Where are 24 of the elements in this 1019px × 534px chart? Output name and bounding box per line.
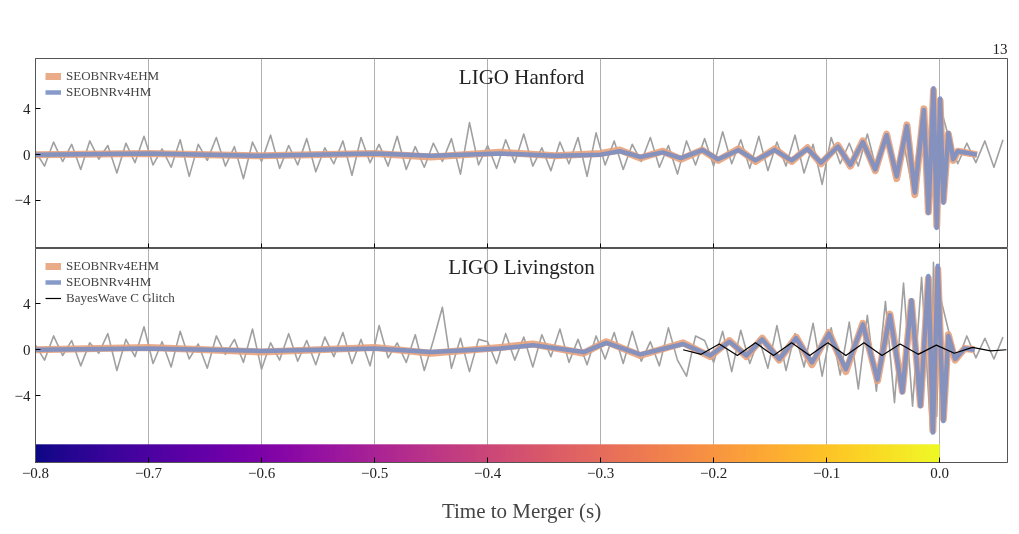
x-axis-title: Time to Merger (s) xyxy=(441,498,602,523)
x-tick-label: −0.7 xyxy=(134,464,163,481)
x-tick-label: −0.5 xyxy=(360,464,389,481)
y-tick-label: 4 xyxy=(23,295,31,312)
x-tick-label: 0.0 xyxy=(930,464,950,481)
x-tick-label: −0.6 xyxy=(247,464,276,481)
x-tick-label: −0.1 xyxy=(813,464,841,481)
chart-title: LIGO Livingston xyxy=(448,254,596,279)
y-tick-label: −4 xyxy=(14,387,31,404)
legend-label: BayesWave C Glitch xyxy=(66,290,175,306)
legend-label: SEOBNRv4EHM xyxy=(66,258,160,274)
x-tick-label: −0.3 xyxy=(587,464,615,481)
y-tick-label: 0 xyxy=(23,146,31,163)
text: 13 xyxy=(992,40,1008,57)
legend-label: SEOBNRv4EHM xyxy=(66,68,160,84)
y-tick-label: 4 xyxy=(23,100,31,117)
legend-label: SEOBNRv4HM xyxy=(66,84,152,100)
chart-title: LIGO Hanford xyxy=(458,64,585,89)
x-tick-label: −0.2 xyxy=(700,464,728,481)
legend-label: SEOBNRv4HM xyxy=(66,274,152,290)
y-tick-label: 0 xyxy=(23,341,31,358)
x-tick-label: −0.8 xyxy=(21,464,50,481)
x-tick-label: −0.4 xyxy=(473,464,502,481)
y-tick-label: −4 xyxy=(14,192,31,209)
